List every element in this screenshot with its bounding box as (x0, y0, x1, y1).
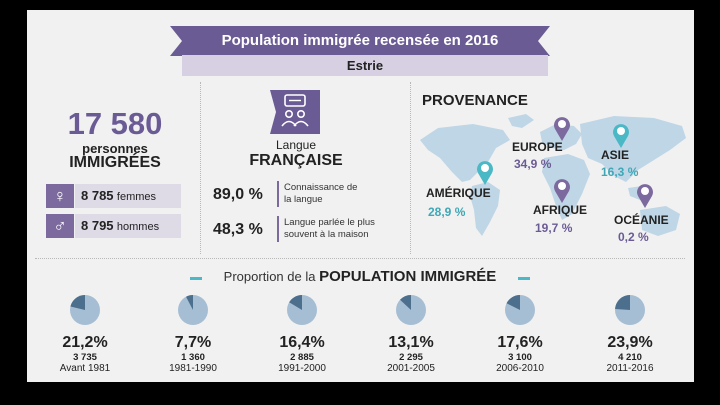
provenance-title: PROVENANCE (422, 92, 528, 109)
language-home-desc-line1: Langue parlée le plus (284, 217, 375, 228)
asia-teal-pin-icon (613, 124, 629, 148)
america-teal-pin-icon (477, 161, 493, 185)
continent-name-oceania: OCÉANIE (614, 213, 669, 227)
period-label: Avant 1981 (59, 363, 111, 374)
period-label: 2011-2016 (606, 363, 654, 374)
period-percent: 7,7% (174, 334, 212, 351)
period-count: 2 295 (399, 352, 423, 363)
proportion-title-bold: POPULATION IMMIGRÉE (319, 268, 497, 285)
language-home-desc: Langue parlée le plus souvent à la maiso… (284, 217, 404, 241)
pie-slice (400, 295, 411, 310)
language-home-pct: 48,3 % (213, 221, 263, 238)
period-percent: 21,2% (62, 334, 108, 351)
europe-purple-pin-icon (554, 117, 570, 141)
men-row: ♂ 8 795 hommes (46, 214, 181, 238)
page-title: Population immigrée recensée en 2016 (221, 32, 499, 49)
pie-chart (505, 295, 535, 325)
continent-pct-oceania: 0,2 % (618, 230, 649, 244)
continent-pct-america: 28,9 % (428, 205, 466, 219)
language-small-label: Langue (275, 138, 317, 152)
women-unit: femmes (116, 191, 157, 203)
people-speech-icon (270, 90, 320, 134)
language-home-desc-line2: souvent à la maison (284, 229, 369, 240)
period-label: 2006-2010 (496, 363, 544, 374)
period-percent: 17,6% (497, 334, 543, 351)
period-label: 1991-2000 (278, 363, 326, 374)
men-unit: hommes (116, 221, 160, 233)
column-divider-left (200, 82, 201, 254)
proportion-title-prefix: Proportion de la (223, 269, 316, 284)
period-count: 3 100 (508, 352, 532, 363)
women-count: 8 785 (81, 188, 114, 203)
pie-chart (396, 295, 426, 325)
language-knowledge-desc-line1: Connaissance de (284, 182, 358, 193)
language-bar-2 (277, 216, 279, 242)
women-row: ♀ 8 785 femmes (46, 184, 181, 208)
language-title: FRANÇAISE (249, 152, 343, 169)
continent-pct-europe: 34,9 % (514, 157, 552, 171)
period-count: 1 360 (181, 352, 205, 363)
continent-pct-africa: 19,7 % (535, 221, 573, 235)
language-bar-1 (277, 181, 279, 207)
pie-slice (506, 295, 520, 310)
language-knowledge-desc: Connaissance de la langue (284, 182, 404, 206)
immigrants-label: IMMIGRÉES (69, 154, 161, 171)
section-title-dash-right (518, 277, 530, 280)
women-label: 8 785 femmes (75, 184, 181, 208)
continent-name-asia: ASIE (601, 148, 630, 162)
men-count: 8 795 (81, 218, 114, 233)
period-percent: 23,9% (607, 334, 653, 351)
pie-chart (70, 295, 100, 325)
pie-slice (615, 295, 630, 310)
pie-chart (287, 295, 317, 325)
region-label: Estrie (182, 55, 548, 76)
column-divider-right (410, 82, 411, 254)
section-divider (35, 258, 685, 259)
period-label: 1981-1990 (169, 363, 217, 374)
period-label: 2001-2005 (387, 363, 435, 374)
persons-label: personnes (82, 141, 148, 156)
pie-slice (70, 295, 85, 310)
total-immigrants: 17 580 (67, 106, 163, 141)
period-count: 4 210 (618, 352, 642, 363)
period-percent: 13,1% (388, 334, 434, 351)
continent-name-africa: AFRIQUE (533, 203, 587, 217)
language-knowledge-desc-line2: la langue (284, 194, 323, 205)
period-count: 3 735 (73, 352, 97, 363)
male-symbol-icon: ♂ (46, 214, 74, 238)
oceania-purple-pin-icon (637, 184, 653, 208)
pie-chart (615, 295, 645, 325)
section-title-dash-left (190, 277, 202, 280)
pie-slice (289, 295, 302, 310)
title-ribbon (170, 26, 550, 56)
continent-name-america: AMÉRIQUE (426, 186, 491, 200)
continent-pct-asia: 16,3 % (601, 165, 639, 179)
period-count: 2 885 (290, 352, 314, 363)
female-symbol-icon: ♀ (46, 184, 74, 208)
pie-chart (178, 295, 208, 325)
proportion-title: Proportion de la POPULATION IMMIGRÉE (190, 268, 530, 285)
africa-purple-pin-icon (554, 179, 570, 203)
world-map (420, 114, 686, 236)
men-label: 8 795 hommes (75, 214, 181, 238)
continent-name-europe: EUROPE (512, 140, 563, 154)
period-percent: 16,4% (279, 334, 325, 351)
pie-slice (186, 295, 193, 310)
language-knowledge-pct: 89,0 % (213, 186, 263, 203)
